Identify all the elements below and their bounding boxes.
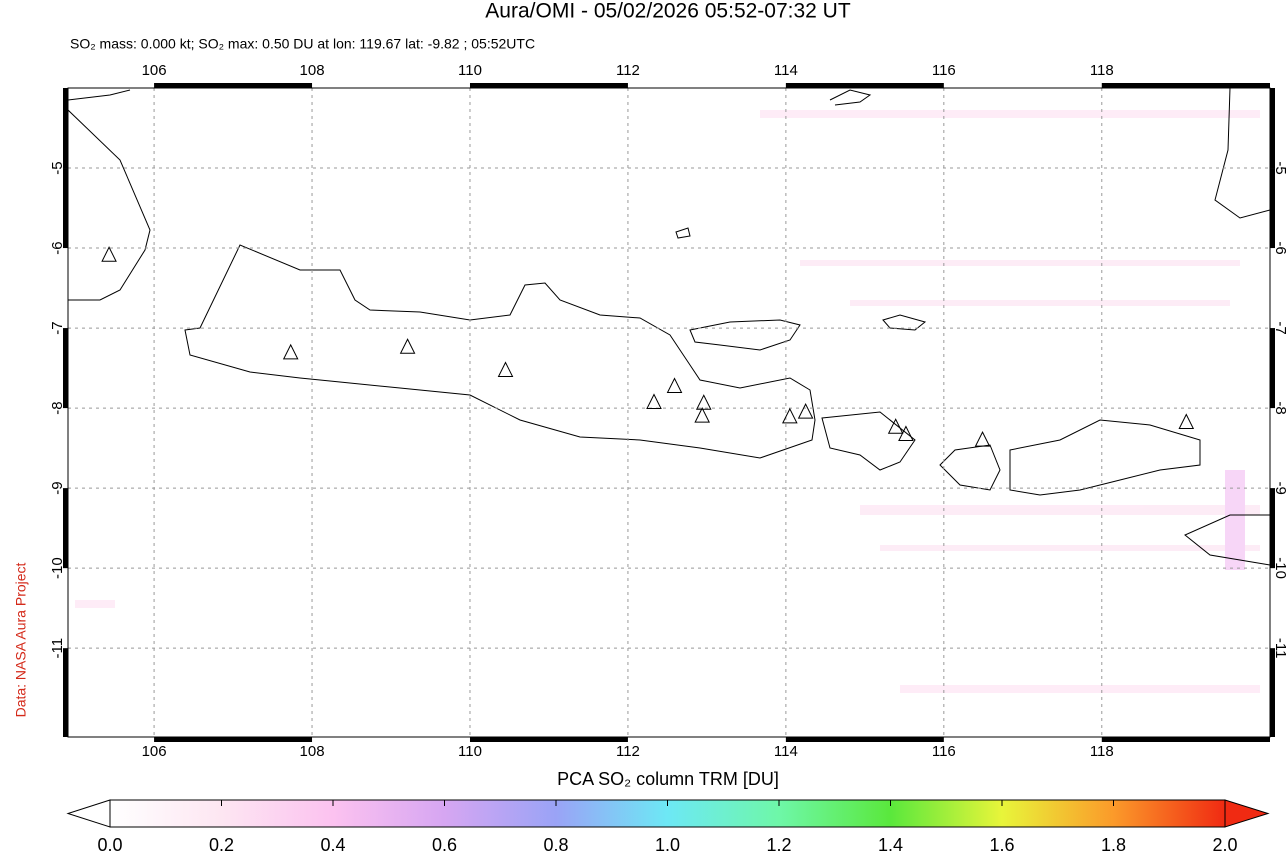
volcano	[974, 430, 991, 447]
colorbar-tick-label: 1.2	[766, 835, 791, 855]
frame-bar	[63, 488, 68, 569]
volcano	[101, 246, 117, 262]
y-tick-label: -5	[49, 161, 66, 174]
frame-bar	[63, 648, 68, 737]
volcano	[1178, 413, 1195, 430]
frame-bar	[1270, 488, 1275, 569]
x-tick-label: 110	[458, 743, 482, 760]
title: Aura/OMI - 05/02/2026 05:52-07:32 UT	[485, 0, 851, 23]
frame-bar	[1101, 83, 1270, 88]
map-area	[68, 88, 1270, 737]
colorbar-tick-label: 1.6	[989, 835, 1014, 855]
x-tick-label: 116	[932, 743, 956, 760]
x-tick-label: 118	[1090, 743, 1114, 760]
x-tick-label: 106	[142, 62, 167, 79]
colorbar-tick-label: 0.8	[543, 835, 568, 855]
x-tick-label: 118	[1090, 62, 1114, 79]
frame-bar	[154, 737, 313, 742]
volcano	[694, 406, 710, 423]
volcano	[666, 377, 683, 393]
so2-field	[75, 110, 1260, 693]
x-tick-label: 112	[616, 743, 640, 760]
frame-bar	[63, 328, 68, 409]
colorbar-high-arrow	[1224, 799, 1270, 828]
frame-bar	[1270, 328, 1275, 409]
credit: Data: NASA Aura Project	[13, 562, 29, 717]
y-tick-label: -10	[49, 557, 66, 579]
colorbar-tick-label: 2.0	[1212, 835, 1237, 855]
y-tick-label: -9	[49, 481, 66, 494]
map-background	[68, 88, 1270, 737]
y-tick-label: -8	[49, 401, 66, 414]
frame-bar	[63, 88, 68, 169]
colorbar-label: PCA SO₂ column TRM [DU]	[557, 769, 779, 789]
colorbar-tick-label: 0.2	[209, 835, 234, 855]
y-tick-label: -7	[49, 321, 66, 334]
y-tick-label: -9	[1272, 481, 1288, 494]
volcano	[695, 394, 712, 410]
volcano	[282, 343, 299, 360]
colorbar-tick-label: 0.4	[320, 835, 345, 855]
colorbar-tick-label: 0.0	[97, 835, 122, 855]
volcano	[399, 338, 416, 354]
x-tick-label: 112	[616, 62, 640, 79]
volcano	[797, 402, 814, 419]
coastlines	[68, 88, 1270, 566]
colorbar-tick-label: 1.4	[878, 835, 903, 855]
volcano	[782, 407, 798, 424]
frame-bar	[154, 83, 313, 88]
x-tick-label: 108	[300, 62, 325, 79]
frame-bar	[785, 83, 944, 88]
map-frame	[67, 87, 1271, 738]
frame-bar	[1270, 88, 1275, 169]
y-tick-label: -5	[1272, 161, 1288, 174]
y-tick-label: -6	[1272, 241, 1288, 254]
frame-bar	[785, 737, 944, 742]
frame-bar	[469, 737, 628, 742]
volcano	[646, 393, 662, 409]
frame-bar	[63, 168, 68, 249]
frame-bar	[1270, 168, 1275, 249]
frame-bar	[1101, 737, 1270, 742]
x-tick-label: 116	[932, 62, 956, 79]
y-tick-label: -11	[1272, 638, 1288, 659]
y-tick-label: -7	[1272, 321, 1288, 334]
frame-bar	[1270, 648, 1275, 737]
y-tick-label: -8	[1272, 401, 1288, 414]
colorbar-tick-label: 1.0	[655, 835, 680, 855]
x-tick-label: 114	[774, 743, 798, 760]
y-tick-label: -11	[49, 638, 66, 659]
x-tick-label: 108	[300, 743, 325, 760]
x-tick-label: 110	[458, 62, 482, 79]
volcano	[898, 425, 914, 442]
y-tick-label: -6	[49, 241, 66, 254]
colorbar-tick-label: 1.8	[1101, 835, 1126, 855]
volcano	[887, 418, 904, 434]
colorbar-low-arrow	[66, 799, 111, 828]
subtitle: SO₂ mass: 0.000 kt; SO₂ max: 0.50 DU at …	[70, 36, 535, 52]
colorbar-tick-label: 0.6	[432, 835, 457, 855]
volcano	[497, 361, 514, 377]
y-tick-label: -10	[1272, 557, 1288, 579]
x-tick-label: 106	[142, 743, 167, 760]
x-tick-label: 114	[774, 62, 798, 79]
frame-bar	[469, 83, 628, 88]
